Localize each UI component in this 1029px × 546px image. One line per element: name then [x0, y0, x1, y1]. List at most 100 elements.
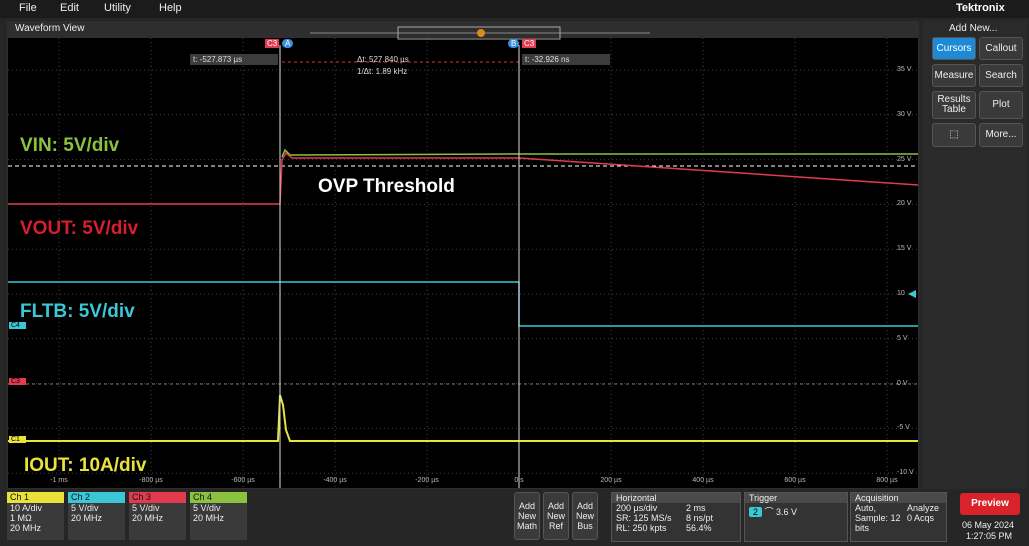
- menu-bar: [0, 0, 1029, 18]
- cursor-channel: C3: [265, 39, 280, 48]
- box-body: 200 µs/div 2 ms SR: 125 MS/s 8 ns/pt RL: 250…: [612, 503, 740, 533]
- horizontal-box[interactable]: Horizontal 200 µs/div 2 ms SR: 125 MS/s 8 n…: [611, 492, 741, 542]
- acquisition-box[interactable]: Acquisition Auto, Analyze Sample: 12 bits 0…: [850, 492, 947, 542]
- x-label: 400 µs: [692, 477, 714, 484]
- channel-setting: 5 V/div: [71, 503, 99, 513]
- channel-name: Ch 1: [7, 492, 64, 503]
- x-label: 600 µs: [784, 477, 806, 484]
- horizontal-setting: SR: 125 MS/s: [616, 513, 672, 523]
- box-title: Trigger: [745, 493, 847, 503]
- sidebar-title: Add New...: [949, 23, 998, 34]
- trigger-marker: [477, 29, 485, 37]
- channel-setting: 20 MHz: [71, 513, 103, 523]
- x-label: 0 s: [514, 477, 524, 484]
- channel-setting: 20 MHz: [132, 513, 164, 523]
- add-button[interactable]: Add New Ref: [543, 492, 569, 540]
- cursor-inverse-delta: 1/Δt: 1.89 kHz: [357, 67, 408, 76]
- channel-name: Ch 4: [190, 492, 247, 503]
- button[interactable]: Search: [979, 64, 1023, 87]
- time: 1:27:05 PM: [966, 531, 1013, 541]
- cursor-name: A: [282, 39, 294, 48]
- y-label: 0 V: [897, 379, 908, 387]
- y-label: 5 V: [897, 334, 908, 342]
- menu-item[interactable]: Edit: [60, 2, 79, 14]
- y-label: 35 V: [897, 66, 912, 73]
- channel-setting: 5 V/div: [132, 503, 160, 513]
- menu-item[interactable]: Utility: [104, 2, 131, 14]
- acquisition-setting: Analyze: [907, 503, 940, 513]
- channel-setting: 5 V/div: [193, 503, 221, 513]
- channel-setting: 1 MΩ: [10, 513, 32, 523]
- preview-button[interactable]: Preview: [960, 493, 1020, 515]
- cursor-readout: t: -32.926 ns: [522, 54, 610, 65]
- acquisition-setting: Auto,: [855, 503, 877, 513]
- annotation: FLTB: 5V/div: [20, 301, 135, 322]
- x-label: -200 µs: [415, 477, 439, 484]
- channel-marker[interactable]: C3: [9, 378, 26, 385]
- y-label: -10 V: [897, 469, 914, 477]
- button[interactable]: Results Table: [932, 91, 976, 119]
- x-label: -600 µs: [231, 477, 255, 484]
- trigger-source: 2: [749, 507, 763, 517]
- menu-item[interactable]: Help: [159, 2, 182, 14]
- icon-button[interactable]: ⬚: [932, 123, 976, 147]
- trigger-box[interactable]: Trigger 2 ⌒ 3.6 V: [744, 492, 848, 542]
- trigger-level: 3.6 V: [776, 507, 798, 517]
- horizontal-setting: 56.4%: [686, 523, 712, 533]
- y-label: 30 V: [897, 110, 912, 118]
- channel-name: Ch 3: [129, 492, 186, 503]
- panel-title: Waveform View: [15, 23, 85, 34]
- y-label: 15 V: [897, 245, 912, 253]
- x-label: 200 µs: [600, 477, 622, 484]
- horizontal-setting: 8 ns/pt: [686, 513, 714, 523]
- vin-trace: [281, 148, 918, 158]
- y-label: 20 V: [897, 200, 912, 208]
- add-button[interactable]: Add New Bus: [572, 492, 598, 540]
- channel-badge[interactable]: Ch 1 10 A/div 1 MΩ 20 MHz: [7, 492, 64, 540]
- iout-trace: [8, 394, 918, 442]
- trigger-level-arrow: [908, 290, 916, 298]
- x-label: -400 µs: [323, 477, 347, 484]
- button[interactable]: Cursors: [932, 37, 976, 60]
- brand: Tektronix: [956, 2, 1005, 14]
- x-label: -800 µs: [139, 477, 163, 484]
- channel-setting: 20 MHz: [10, 523, 42, 533]
- menu-item[interactable]: File: [19, 2, 37, 14]
- channel-name: Ch 2: [68, 492, 125, 503]
- plot-area: [8, 38, 918, 488]
- box-title: Horizontal: [612, 493, 740, 503]
- annotation: OVP Threshold: [318, 176, 455, 197]
- button[interactable]: More...: [979, 123, 1023, 147]
- y-label: -5 V: [897, 424, 910, 432]
- y-label: 10: [897, 290, 905, 297]
- annotation: VIN: 5V/div: [20, 135, 120, 156]
- date: 06 May 2024: [962, 520, 1015, 530]
- cursor-readout: t: -527.873 µs: [190, 54, 278, 65]
- channel-marker[interactable]: C1: [9, 436, 26, 443]
- horizontal-setting: 200 µs/div: [616, 503, 658, 513]
- button[interactable]: Measure: [932, 64, 976, 87]
- add-button[interactable]: Add New Math: [514, 492, 540, 540]
- acquisition-setting: 0 Acqs: [907, 513, 935, 523]
- acquisition-setting: Sample: 12 bits: [855, 513, 901, 533]
- channel-setting: 20 MHz: [193, 513, 225, 523]
- cursor-name: B: [508, 39, 520, 48]
- timeline-window: [397, 26, 561, 40]
- button[interactable]: Plot: [979, 91, 1023, 119]
- horizontal-setting: 2 ms: [686, 503, 706, 513]
- horizontal-setting: RL: 250 kpts: [616, 523, 667, 533]
- cursor-delta: Δt: 527.840 µs: [357, 55, 409, 64]
- y-label: 25 V: [897, 155, 912, 163]
- button[interactable]: Callout: [979, 37, 1023, 60]
- channel-setting: 10 A/div: [10, 503, 43, 513]
- annotation: VOUT: 5V/div: [20, 218, 139, 239]
- cursor-channel: C3: [522, 39, 537, 48]
- box-body: Auto, Analyze Sample: 12 bits 0 Acqs: [851, 503, 946, 533]
- x-label: 800 µs: [876, 477, 898, 484]
- channel-marker[interactable]: C4: [9, 322, 26, 329]
